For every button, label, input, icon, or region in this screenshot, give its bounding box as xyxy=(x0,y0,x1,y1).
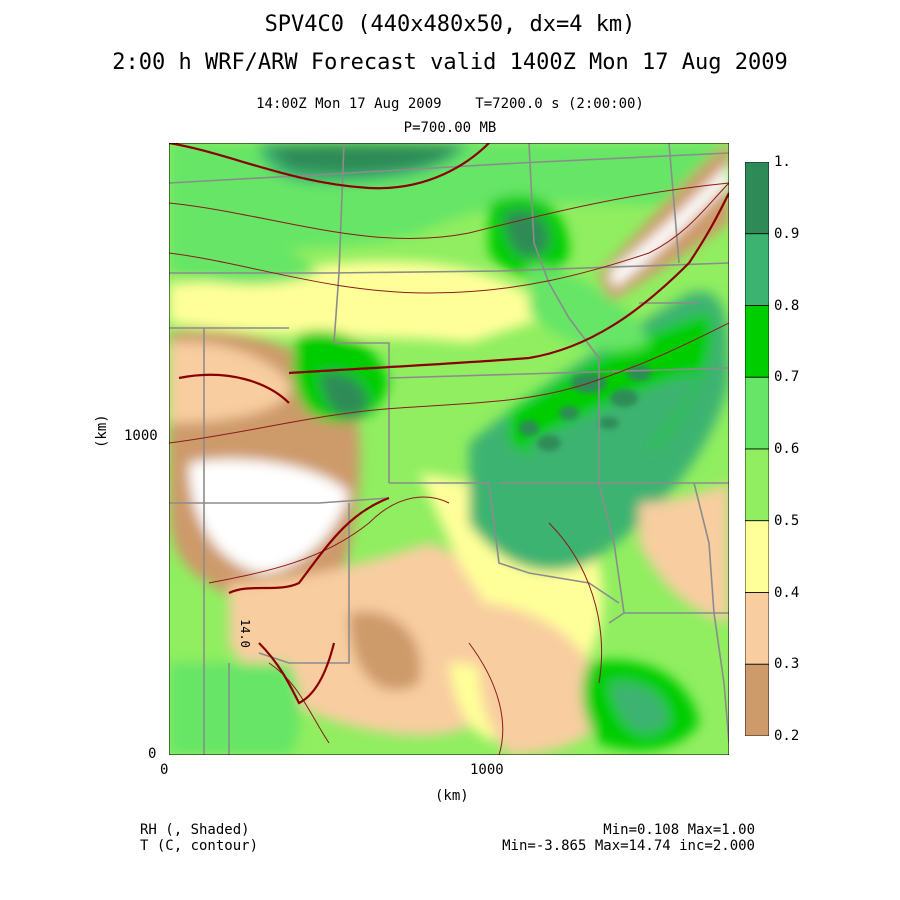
rh-colorbar xyxy=(745,162,769,736)
colorbar-label: 0.4 xyxy=(774,584,800,601)
contour-label: 14.0 xyxy=(238,619,252,648)
pressure-level: P=700.00 MB xyxy=(403,120,497,136)
colorbar-swatch xyxy=(745,233,769,306)
forecast-time: T=7200.0 s (2:00:00) xyxy=(475,96,644,112)
field-rh-label: RH (, Shaded) xyxy=(140,822,250,838)
colorbar-swatch xyxy=(745,520,769,593)
valid-time-line: 14:00Z Mon 17 Aug 2009 T=7200.0 s (2:00:… xyxy=(0,96,900,112)
colorbar-label: 0.5 xyxy=(774,512,800,529)
colorbar-swatch xyxy=(745,663,769,736)
colorbar-label: 0.6 xyxy=(774,441,800,457)
title-line-1: SPV4C0 (440x480x50, dx=4 km) xyxy=(264,12,636,37)
x-axis-label: (km) xyxy=(435,788,469,804)
y-tick-0: 0 xyxy=(148,746,157,762)
colorbar-label: 0.7 xyxy=(774,369,800,386)
colorbar-swatch xyxy=(745,162,769,235)
colorbar-swatch xyxy=(745,305,769,378)
y-tick-1000: 1000 xyxy=(124,428,158,444)
x-tick-1000: 1000 xyxy=(470,762,504,778)
valid-time: 14:00Z Mon 17 Aug 2009 xyxy=(256,96,442,112)
colorbar-swatch xyxy=(745,592,769,665)
x-tick-0: 0 xyxy=(160,762,169,778)
colorbar-label: 0.2 xyxy=(774,728,800,744)
colorbar-label: 0.3 xyxy=(774,656,800,673)
colorbar-label: 0.8 xyxy=(774,297,800,314)
rh-shaded-map: 14.0 xyxy=(169,143,729,755)
colorbar-swatch xyxy=(745,376,769,450)
colorbar-label: 0.9 xyxy=(774,225,800,242)
y-axis-label: (km) xyxy=(94,414,110,448)
t-stats: Min=-3.865 Max=14.74 inc=2.000 xyxy=(502,838,755,854)
colorbar-label: 1. xyxy=(774,154,791,170)
field-t-label: T (C, contour) xyxy=(140,838,259,854)
rh-stats: Min=0.108 Max=1.00 xyxy=(603,822,755,838)
colorbar-swatch xyxy=(745,448,769,522)
title-line-2: 2:00 h WRF/ARW Forecast valid 1400Z Mon … xyxy=(112,50,788,75)
